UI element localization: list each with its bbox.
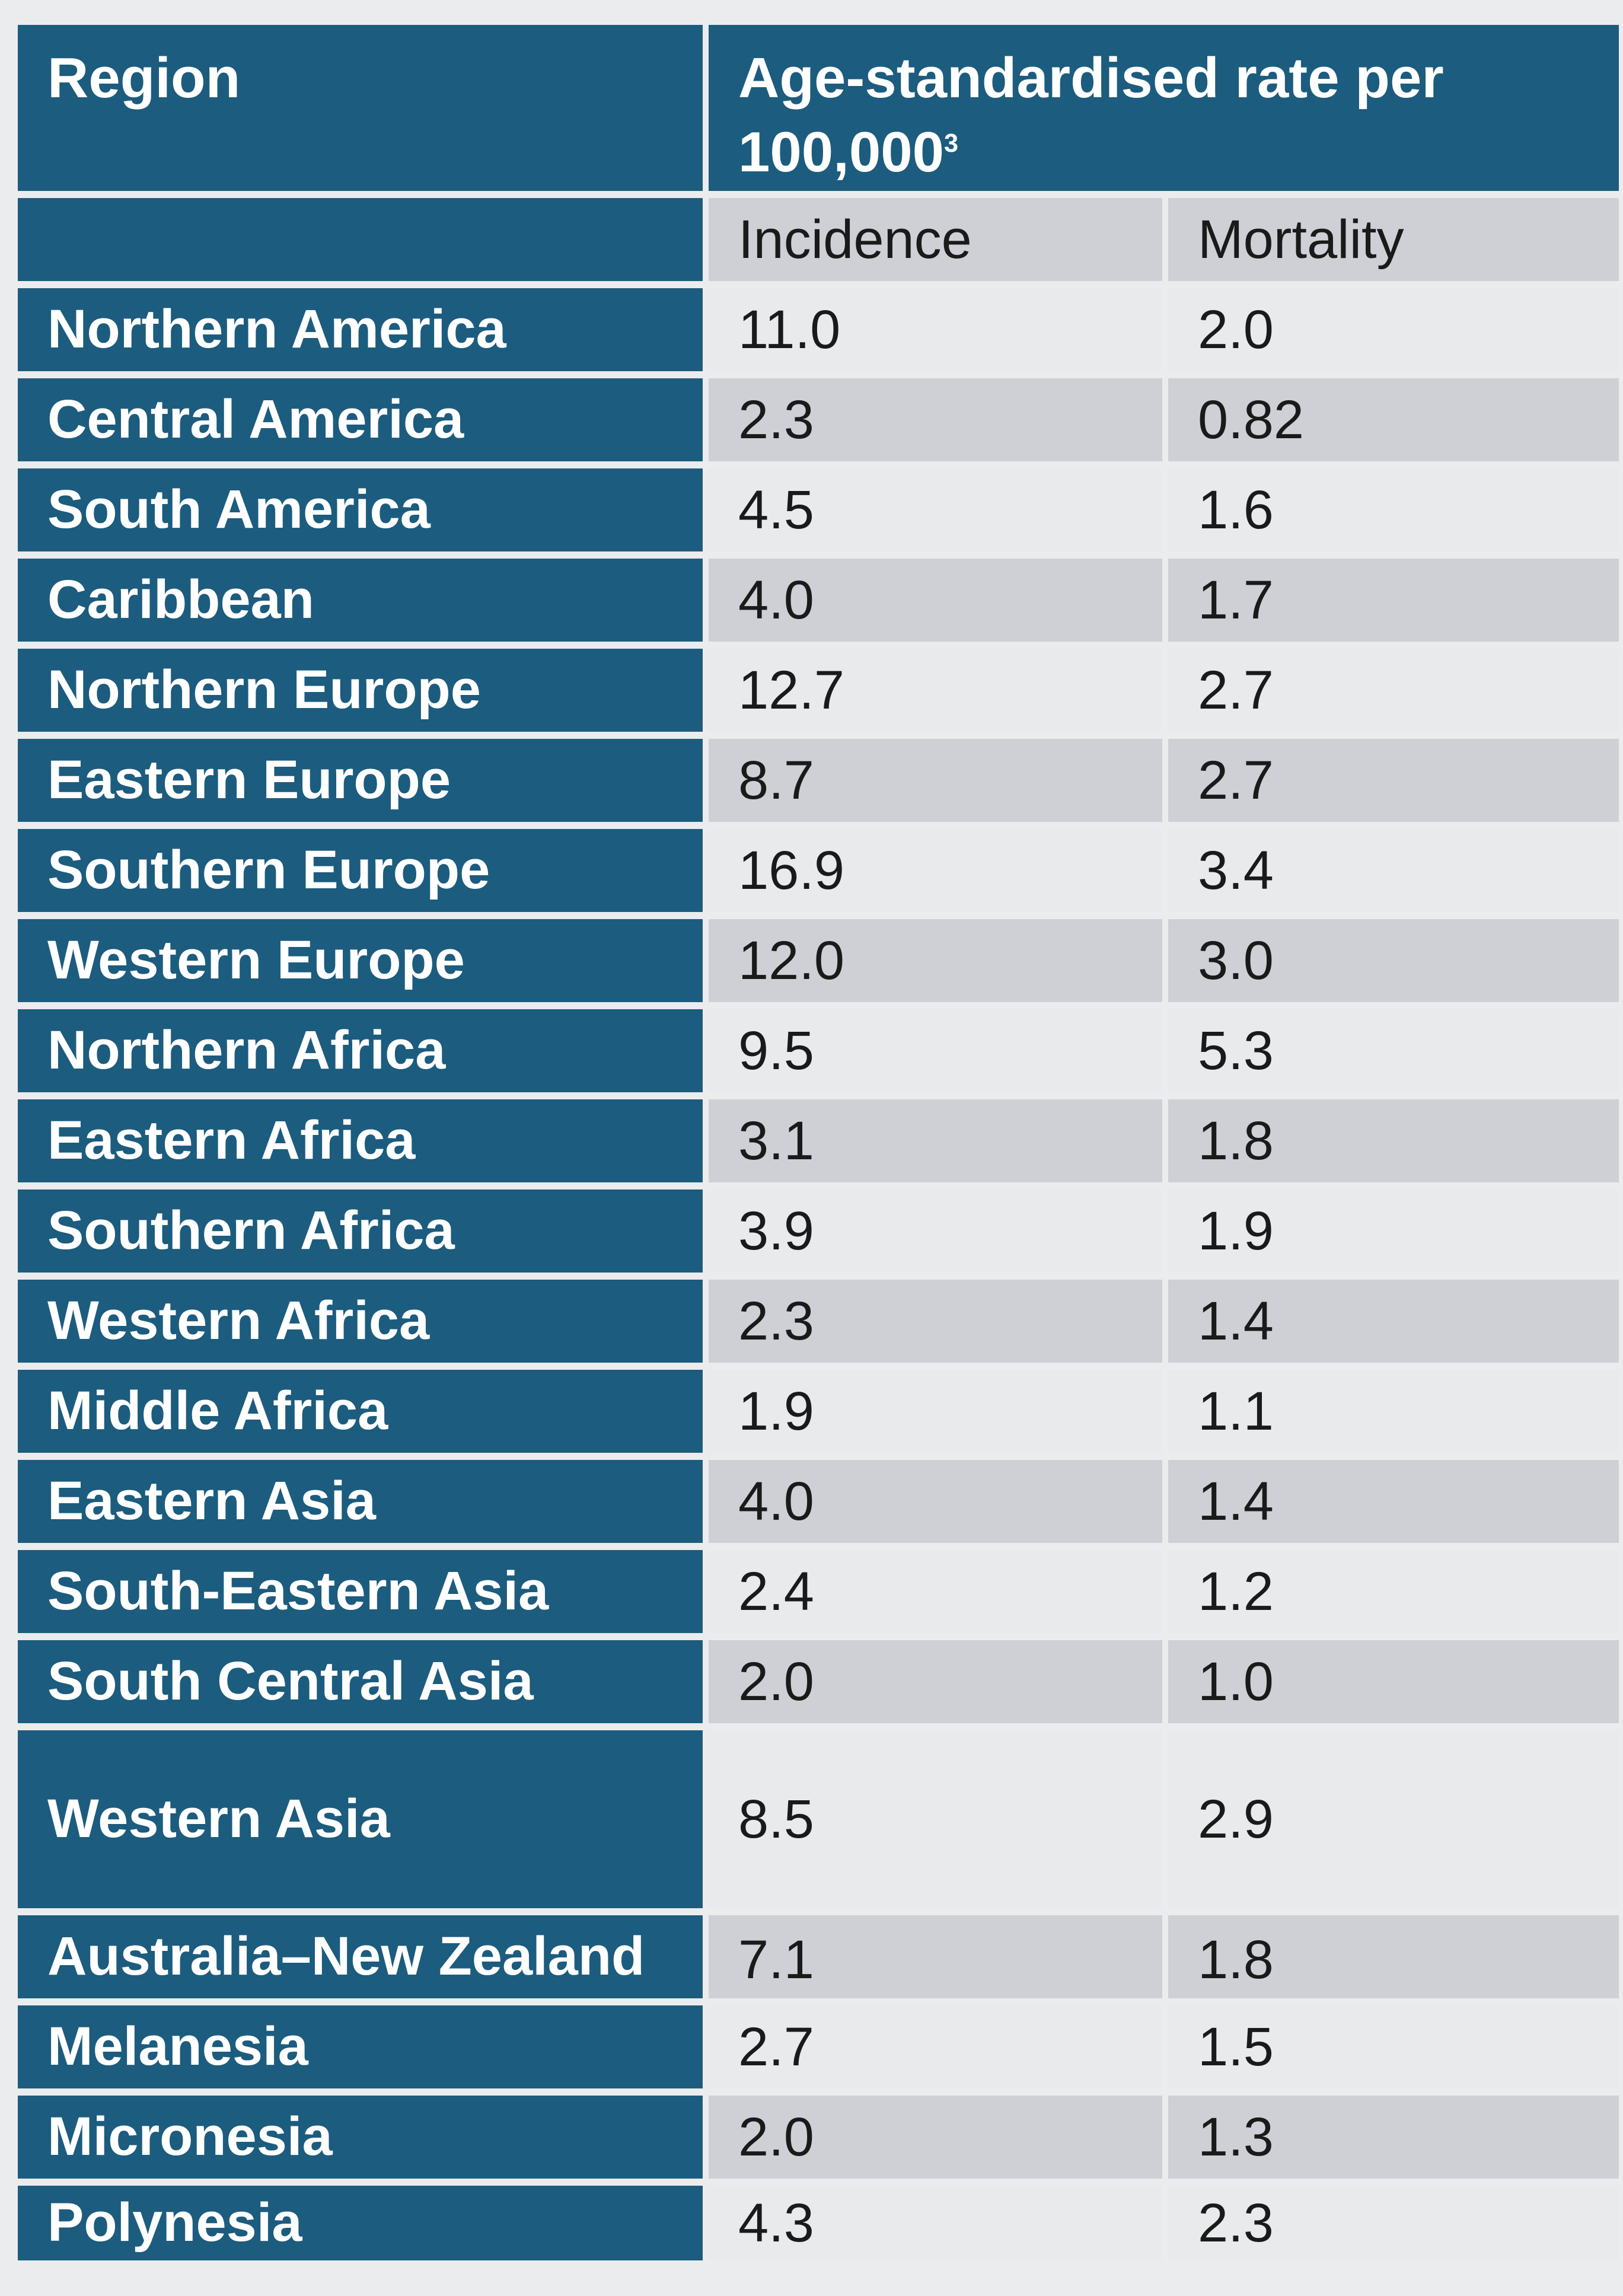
row-incidence: 7.1 (709, 1915, 1162, 1998)
row-region: Eastern Europe (18, 739, 703, 822)
row-mortality: 2.0 (1168, 288, 1619, 371)
row-region: Southern Africa (18, 1190, 703, 1273)
row-incidence: 8.5 (709, 1730, 1162, 1908)
header-rate-label: Age-standardised rate per 100,0003 (738, 46, 1444, 184)
row-mortality: 2.3 (1168, 2186, 1619, 2260)
row-region: South Central Asia (18, 1640, 703, 1723)
row-region: Western Europe (18, 919, 703, 1002)
row-region: Northern Africa (18, 1009, 703, 1092)
row-mortality: 1.6 (1168, 468, 1619, 551)
row-incidence: 3.9 (709, 1190, 1162, 1273)
row-incidence: 8.7 (709, 739, 1162, 822)
header-region: Region (18, 25, 703, 191)
rates-table: Region Age-standardised rate per 100,000… (18, 25, 1619, 2260)
row-region: Australia–New Zealand (18, 1915, 703, 1998)
row-mortality: 3.0 (1168, 919, 1619, 1002)
row-region: Melanesia (18, 2005, 703, 2088)
row-mortality: 1.4 (1168, 1460, 1619, 1543)
row-region: Southern Europe (18, 829, 703, 912)
row-incidence: 2.7 (709, 2005, 1162, 2088)
row-region: Central America (18, 378, 703, 461)
row-mortality: 1.8 (1168, 1915, 1619, 1998)
row-mortality: 1.9 (1168, 1190, 1619, 1273)
row-mortality: 5.3 (1168, 1009, 1619, 1092)
subheader-incidence: Incidence (709, 198, 1162, 281)
row-incidence: 11.0 (709, 288, 1162, 371)
row-incidence: 4.3 (709, 2186, 1162, 2260)
row-region: South America (18, 468, 703, 551)
row-incidence: 2.3 (709, 378, 1162, 461)
subheader-mortality: Mortality (1168, 198, 1619, 281)
row-incidence: 2.3 (709, 1280, 1162, 1363)
row-mortality: 1.1 (1168, 1370, 1619, 1453)
row-incidence: 2.0 (709, 1640, 1162, 1723)
row-mortality: 1.2 (1168, 1550, 1619, 1633)
subheader-blank (18, 198, 703, 281)
row-region: Northern Europe (18, 649, 703, 732)
row-incidence: 4.0 (709, 1460, 1162, 1543)
row-incidence: 4.0 (709, 559, 1162, 642)
row-mortality: 1.5 (1168, 2005, 1619, 2088)
row-region: Eastern Asia (18, 1460, 703, 1543)
row-incidence: 2.4 (709, 1550, 1162, 1633)
row-mortality: 0.82 (1168, 378, 1619, 461)
row-mortality: 3.4 (1168, 829, 1619, 912)
row-incidence: 12.7 (709, 649, 1162, 732)
subheader-incidence-label: Incidence (738, 209, 972, 270)
row-incidence: 12.0 (709, 919, 1162, 1002)
row-incidence: 9.5 (709, 1009, 1162, 1092)
footnote-marker: 3 (944, 129, 959, 158)
row-incidence: 4.5 (709, 468, 1162, 551)
row-mortality: 1.7 (1168, 559, 1619, 642)
row-region: Polynesia (18, 2186, 703, 2260)
row-region: Western Africa (18, 1280, 703, 1363)
row-region: Eastern Africa (18, 1099, 703, 1182)
row-region: Northern America (18, 288, 703, 371)
row-incidence: 2.0 (709, 2096, 1162, 2179)
row-region: Micronesia (18, 2096, 703, 2179)
row-region: Middle Africa (18, 1370, 703, 1453)
row-incidence: 16.9 (709, 829, 1162, 912)
row-mortality: 1.3 (1168, 2096, 1619, 2179)
header-region-label: Region (47, 46, 241, 110)
row-incidence: 3.1 (709, 1099, 1162, 1182)
row-mortality: 1.4 (1168, 1280, 1619, 1363)
row-region: Caribbean (18, 559, 703, 642)
row-incidence: 1.9 (709, 1370, 1162, 1453)
row-mortality: 1.8 (1168, 1099, 1619, 1182)
row-mortality: 1.0 (1168, 1640, 1619, 1723)
row-region: South-Eastern Asia (18, 1550, 703, 1633)
header-rate: Age-standardised rate per 100,0003 (709, 25, 1619, 191)
row-mortality: 2.7 (1168, 739, 1619, 822)
row-mortality: 2.9 (1168, 1730, 1619, 1908)
subheader-mortality-label: Mortality (1198, 209, 1404, 270)
row-mortality: 2.7 (1168, 649, 1619, 732)
row-region: Western Asia (18, 1730, 703, 1908)
